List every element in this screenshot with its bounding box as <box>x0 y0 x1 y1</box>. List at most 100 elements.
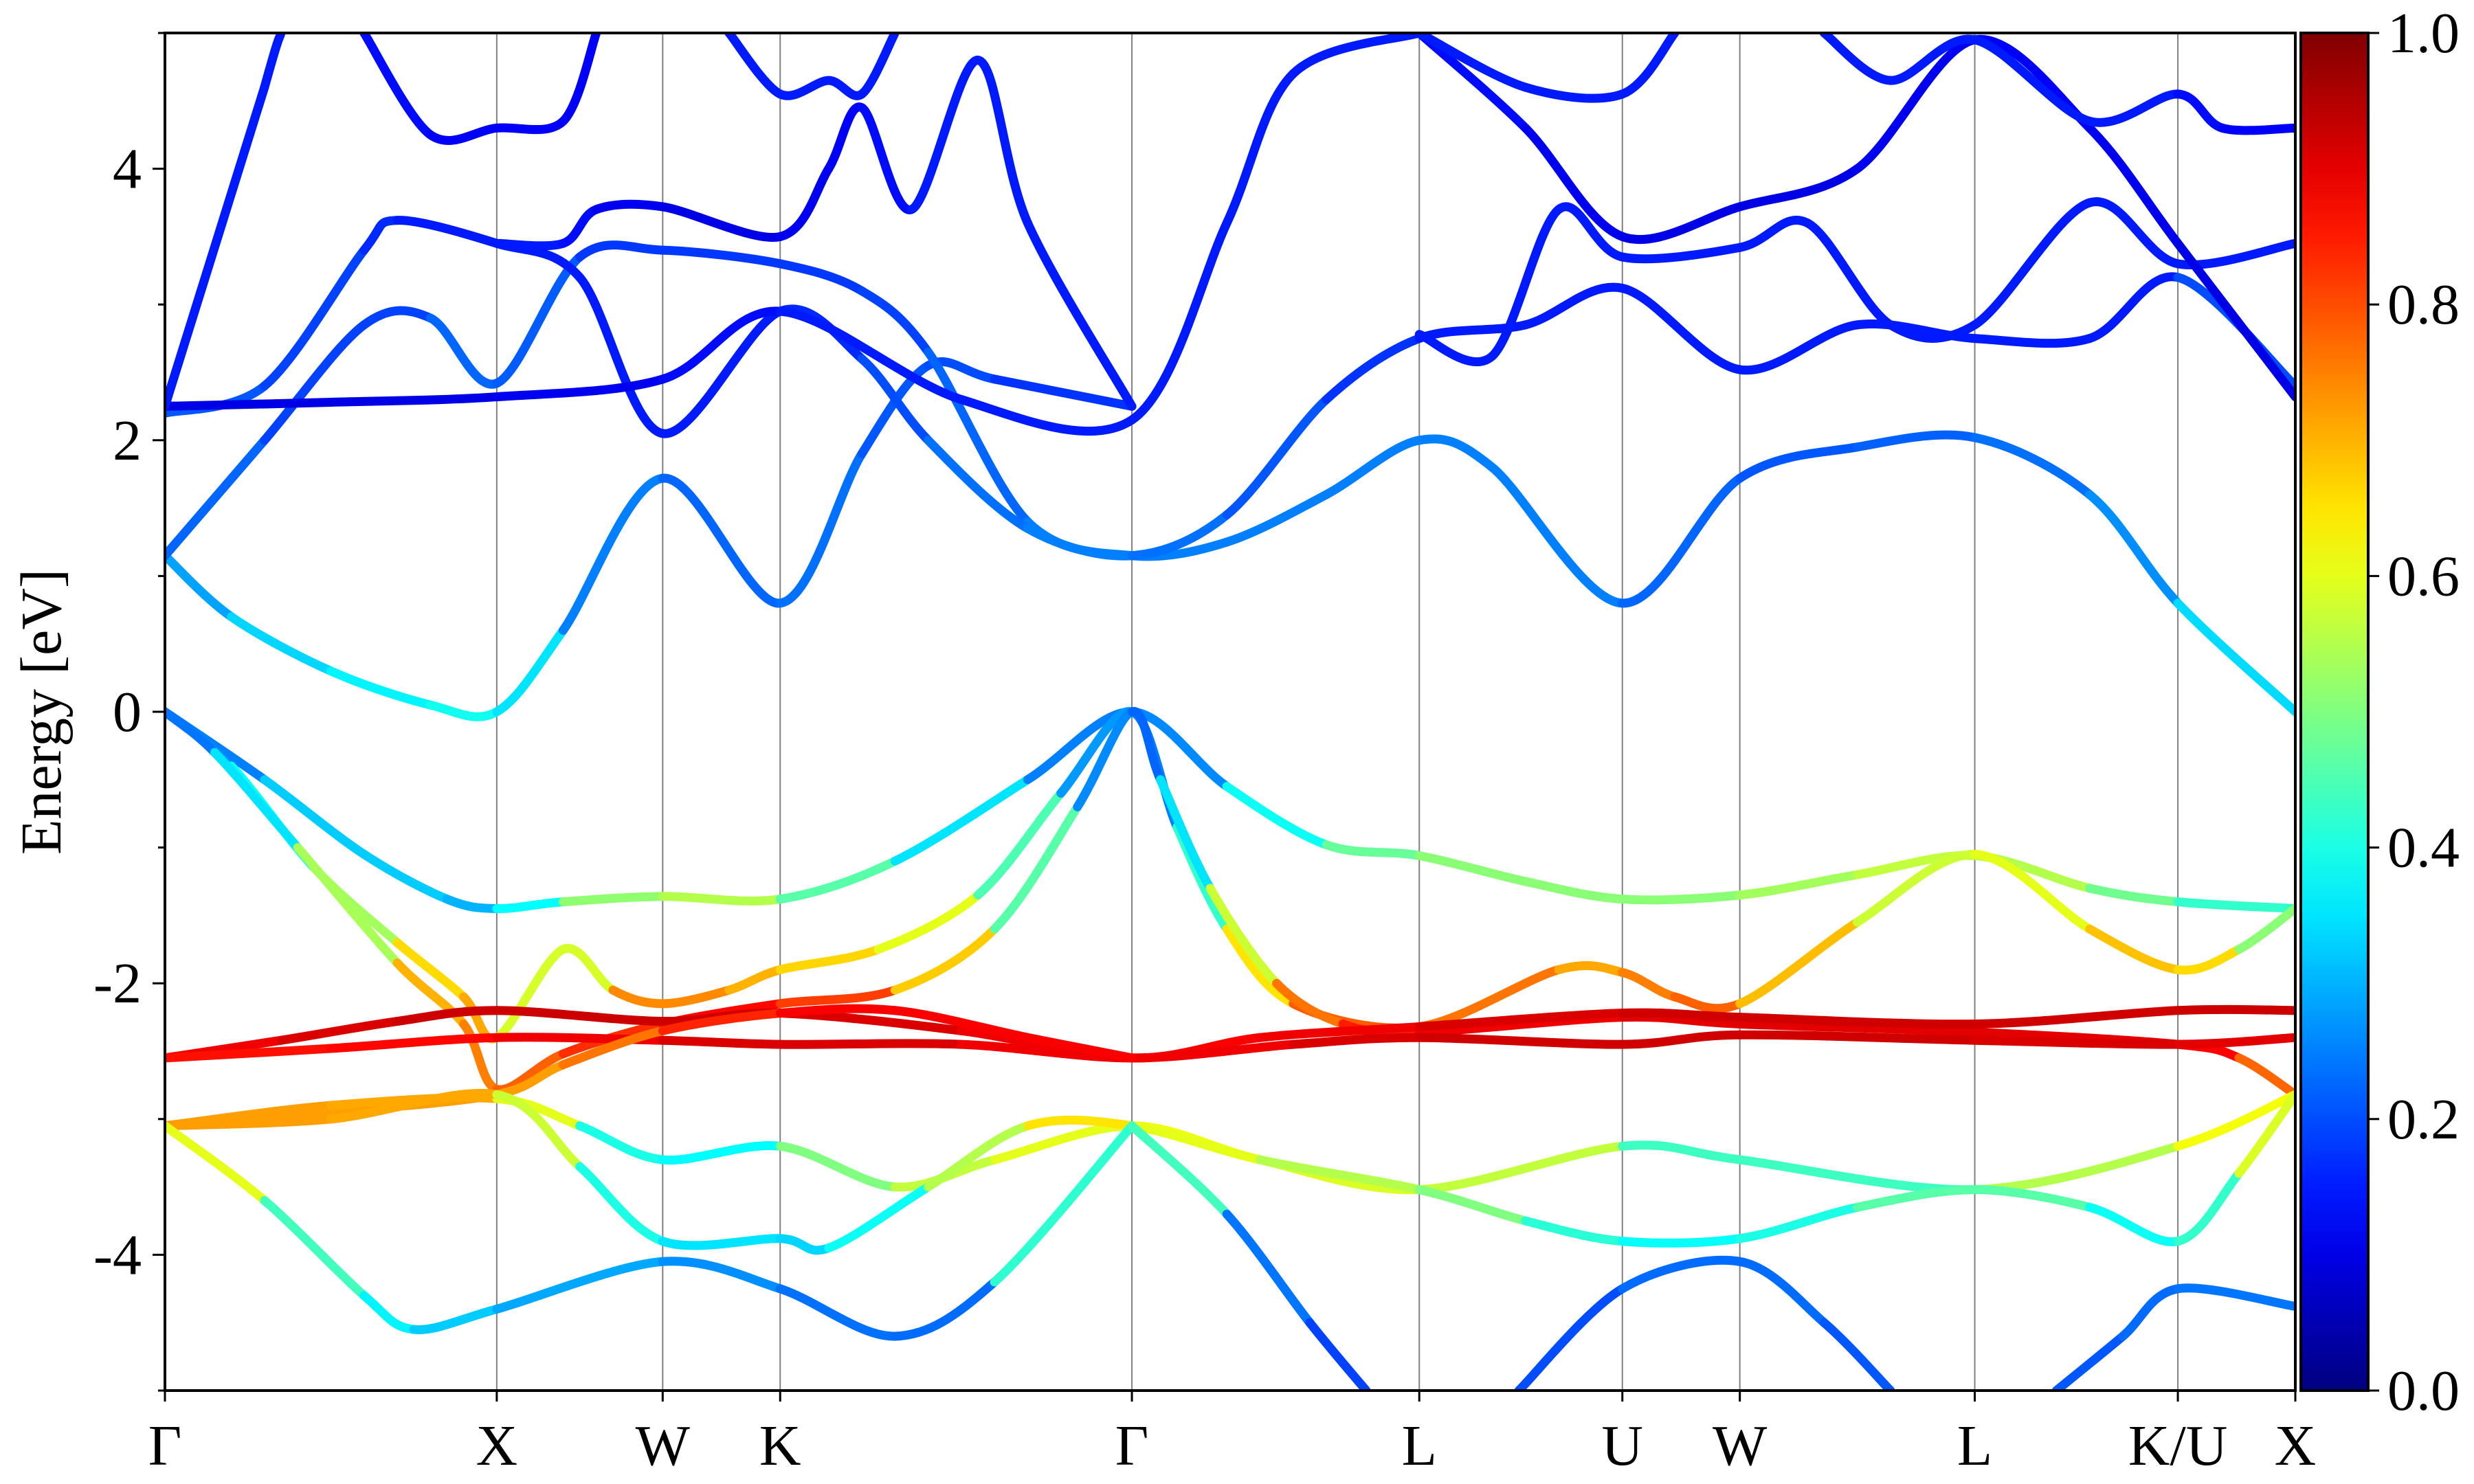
band-segment <box>1670 992 1745 1013</box>
band-segment <box>1414 1185 1530 1226</box>
band-segment <box>1735 870 1862 900</box>
band-segment <box>359 849 452 904</box>
band-segment <box>775 76 834 100</box>
band-segment <box>1735 164 1862 212</box>
band-segment <box>1414 33 1530 92</box>
band-segment <box>492 1060 568 1099</box>
band-segment <box>1255 1022 1424 1042</box>
band-segment <box>1205 884 1282 988</box>
x-axis-ticks: Γ X W K Γ L U W L K/U X <box>148 1391 2317 1478</box>
band-segment <box>1735 1013 1980 1029</box>
colorbar-ticks: 0.0 0.2 0.4 0.6 0.8 1.0 <box>2368 1 2460 1423</box>
band-segment <box>824 76 867 100</box>
band-segment <box>1322 334 1424 405</box>
band-segment <box>775 1284 900 1341</box>
band-segment <box>824 1182 933 1253</box>
band-segment <box>1222 782 1331 850</box>
band-segment <box>260 1195 369 1301</box>
band-segment <box>724 33 785 99</box>
band-segment <box>442 895 502 914</box>
band-segment <box>1487 462 1627 608</box>
band-segment <box>492 374 667 402</box>
band-2 <box>165 707 2295 1099</box>
band-segment <box>165 1114 335 1131</box>
band-segment <box>775 1141 900 1192</box>
band-segment <box>492 1090 585 1171</box>
band-segment <box>973 789 1066 900</box>
band-segment <box>1414 1009 1627 1031</box>
band-segment <box>924 436 1032 533</box>
band-segment <box>857 33 900 99</box>
band-segment <box>1127 1039 1298 1063</box>
band-segment <box>392 216 502 248</box>
band-segment <box>775 449 867 608</box>
band-segment <box>2234 904 2295 954</box>
band-segment <box>1970 1006 2183 1028</box>
band-segment <box>260 33 286 92</box>
band-segment <box>890 1277 999 1341</box>
band-segment <box>857 354 933 445</box>
band-segment <box>1289 33 1424 78</box>
band-segment <box>492 1257 667 1314</box>
band-segment <box>1853 849 1980 927</box>
band-segment <box>1023 1115 1137 1131</box>
band-segment <box>558 205 601 248</box>
band-segment <box>957 395 1137 436</box>
band-segment <box>260 775 369 859</box>
band-segment <box>165 1044 335 1063</box>
colorbar-tick-label: 0.6 <box>2387 544 2460 608</box>
band-segment <box>165 1121 269 1205</box>
band-segment <box>1023 1033 1137 1063</box>
x-tick-label: X <box>2275 1414 2317 1478</box>
band-segment <box>857 286 933 357</box>
band-segment <box>1023 218 1137 411</box>
band-segment <box>359 1291 419 1334</box>
band-segment <box>2085 123 2183 248</box>
band-segment <box>1023 524 1137 561</box>
band-segment <box>608 985 667 1009</box>
band-segment <box>2218 123 2295 135</box>
band-segment <box>1127 510 1232 561</box>
y-axis-title: Energy [eV] <box>10 569 74 855</box>
band-segment <box>1127 218 1232 425</box>
band-segment <box>890 924 999 995</box>
band-segment <box>2085 490 2183 608</box>
band-segment <box>1521 877 1627 904</box>
band-segment <box>392 958 469 1028</box>
band-segment <box>1735 1202 1862 1244</box>
band-segment <box>558 944 618 995</box>
band-segment <box>775 1234 834 1255</box>
band-14 <box>165 216 2295 561</box>
band-segment <box>2173 238 2295 402</box>
band-segment <box>924 347 1032 526</box>
colorbar-tick-label: 0.0 <box>2387 1359 2460 1423</box>
band-segment <box>1618 967 1680 1002</box>
band-segment <box>1853 35 1980 174</box>
y-tick-label: 0 <box>113 680 142 744</box>
band-segment <box>425 700 502 721</box>
band-segment <box>293 843 402 968</box>
band-segment <box>1305 1318 1371 1391</box>
band-segment <box>658 1257 785 1294</box>
band-segment <box>1521 282 1627 330</box>
band-segment <box>1618 890 1745 905</box>
band-22 <box>1414 33 1680 103</box>
band-segment <box>890 775 1032 866</box>
band-segment <box>2234 1090 2295 1178</box>
x-tick-label: K <box>759 1414 801 1478</box>
band-segment <box>1853 319 1980 344</box>
x-tick-label: U <box>1601 1414 1643 1478</box>
band-segment <box>658 1141 785 1165</box>
band-segment <box>658 1035 785 1049</box>
band-segment <box>1322 840 1424 860</box>
band-segment <box>2085 1202 2183 1247</box>
band-segment <box>1414 330 1497 366</box>
band-segment <box>724 965 785 995</box>
band-segment <box>1735 917 1862 1009</box>
band-segment <box>1970 35 2095 126</box>
band-segment <box>575 1162 667 1246</box>
band-segment <box>2085 272 2183 344</box>
band-segment <box>1618 1234 1745 1248</box>
band-segment <box>2051 1331 2128 1391</box>
